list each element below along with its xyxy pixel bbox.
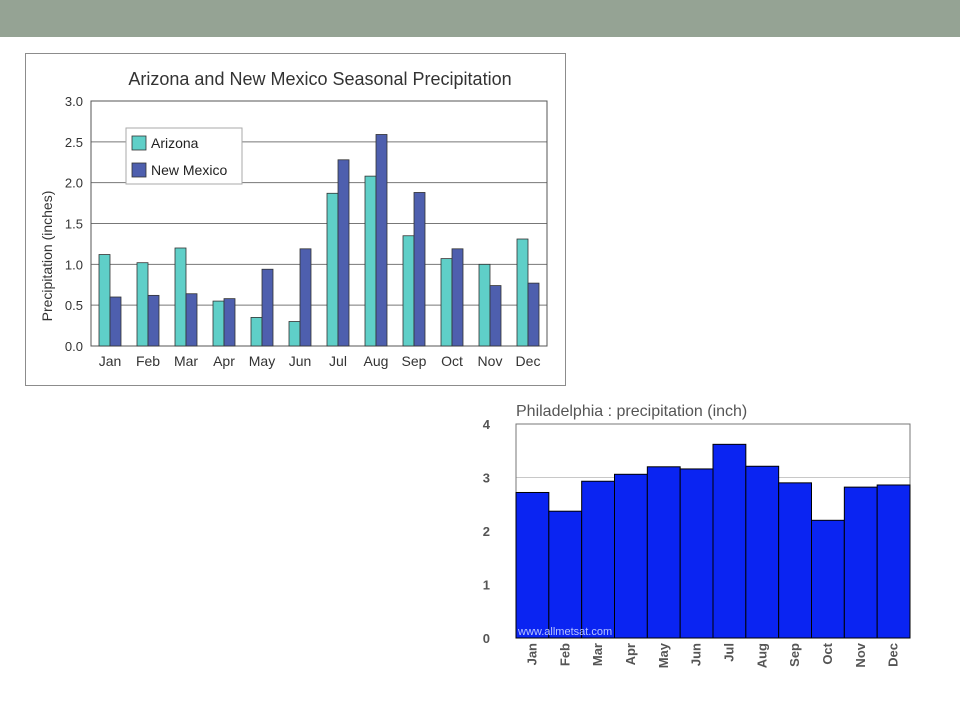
- chart1-y-tick-label: 3.0: [65, 94, 83, 109]
- bar-new-mexico-sep: [413, 192, 426, 347]
- chart2-x-tick-label: Feb: [557, 643, 572, 666]
- chart1-y-tick-label: 0.0: [65, 339, 83, 354]
- bar-new-mexico-oct: [451, 248, 464, 347]
- bar-philadelphia-aug: [745, 465, 780, 639]
- legend-swatch-arizona: [131, 135, 147, 151]
- bar-new-mexico-jul: [337, 159, 350, 347]
- chart1-x-tick-label: Feb: [136, 353, 160, 369]
- chart1-x-tick-label: Mar: [174, 353, 198, 369]
- chart2-x-tick-label: Jul: [721, 643, 736, 662]
- chart1-title: Arizona and New Mexico Seasonal Precipit…: [128, 69, 511, 89]
- arizona-new-mexico-chart-svg: Arizona and New Mexico Seasonal Precipit…: [39, 69, 548, 369]
- bar-arizona-feb: [136, 262, 149, 347]
- chart2-x-tick-label: Oct: [820, 642, 835, 664]
- chart1-x-tick-label: Jun: [289, 353, 312, 369]
- bar-philadelphia-feb: [548, 510, 583, 639]
- chart1-y-tick-label: 2.5: [65, 135, 83, 150]
- bar-new-mexico-aug: [375, 134, 388, 347]
- chart1-x-tick-label: Jul: [329, 353, 347, 369]
- bar-philadelphia-apr: [614, 473, 648, 639]
- bar-new-mexico-jun: [299, 248, 312, 347]
- bar-new-mexico-jan: [109, 296, 122, 347]
- bar-arizona-jun: [288, 321, 301, 347]
- chart2-title: Philadelphia : precipitation (inch): [516, 403, 747, 420]
- bar-new-mexico-dec: [527, 282, 540, 347]
- bar-philadelphia-oct: [811, 519, 845, 639]
- chart1-x-tick-label: May: [249, 353, 275, 369]
- chart2-x-tick-label: Nov: [853, 642, 868, 667]
- philadelphia-chart-svg: Philadelphia : precipitation (inch) 0 1 2 3…: [483, 403, 911, 668]
- bar-arizona-nov: [478, 263, 491, 347]
- bar-new-mexico-may: [261, 268, 274, 347]
- legend-label-new-mexico: New Mexico: [151, 162, 227, 178]
- legend-label-arizona: Arizona: [151, 135, 199, 151]
- bar-new-mexico-apr: [223, 298, 236, 347]
- bar-arizona-oct: [440, 258, 453, 347]
- bar-philadelphia-jun: [679, 468, 714, 639]
- chart2-x-tick-label: Aug: [754, 643, 769, 668]
- bar-arizona-aug: [364, 175, 377, 347]
- chart2-y-tick-label: 3: [483, 471, 490, 486]
- bar-arizona-apr: [212, 300, 225, 347]
- chart2-x-tick-label: May: [656, 642, 671, 668]
- legend-swatch-new-mexico: [131, 162, 147, 178]
- bar-new-mexico-mar: [185, 293, 198, 347]
- chart2-x-tick-label: Apr: [623, 643, 638, 665]
- chart1-legend: Arizona New Mexico: [125, 127, 243, 185]
- bar-arizona-mar: [174, 247, 187, 347]
- chart1-x-tick-label: Dec: [516, 353, 541, 369]
- bar-philadelphia-nov: [843, 486, 878, 639]
- chart1-x-tick-label: Aug: [364, 353, 389, 369]
- bar-philadelphia-jan: [515, 491, 550, 639]
- chart2-x-tick-label: Mar: [590, 643, 605, 666]
- chart2-y-tick-label: 1: [483, 578, 490, 593]
- bar-arizona-jan: [98, 254, 111, 347]
- bar-new-mexico-feb: [147, 294, 160, 347]
- chart1-y-axis-label: Precipitation (inches): [39, 191, 55, 322]
- bar-philadelphia-dec: [876, 484, 911, 639]
- bar-arizona-sep: [402, 235, 415, 347]
- chart1-y-tick-label: 0.5: [65, 298, 83, 313]
- chart2-x-tick-label: Jan: [524, 643, 539, 665]
- chart1-x-tick-label: Oct: [441, 353, 463, 369]
- chart2-watermark: www.allmetsat.com: [517, 626, 612, 638]
- chart1-y-tick-label: 2.0: [65, 176, 83, 191]
- chart2-x-tick-label: Sep: [787, 643, 802, 667]
- bar-new-mexico-nov: [489, 285, 502, 347]
- chart2-y-tick-label: 4: [483, 417, 491, 432]
- chart1-y-tick-label: 1.5: [65, 217, 83, 232]
- chart2-y-tick-label: 0: [483, 631, 490, 646]
- chart2-y-tick-label: 2: [483, 524, 490, 539]
- bar-philadelphia-sep: [778, 482, 812, 639]
- chart1-plot-area: [90, 100, 548, 347]
- bar-philadelphia-may: [646, 466, 681, 639]
- top-bar: [0, 0, 960, 37]
- bar-philadelphia-mar: [581, 480, 615, 639]
- arizona-new-mexico-chart: Arizona and New Mexico Seasonal Precipit…: [25, 53, 566, 386]
- chart1-x-tick-label: Nov: [478, 353, 503, 369]
- bar-arizona-dec: [516, 238, 529, 347]
- chart2-x-tick-label: Jun: [689, 643, 704, 666]
- bar-arizona-may: [250, 317, 263, 347]
- chart2-x-tick-label: Dec: [886, 643, 901, 667]
- bar-philadelphia-jul: [712, 443, 747, 639]
- chart1-y-tick-label: 1.0: [65, 257, 83, 272]
- philadelphia-chart: Philadelphia : precipitation (inch) 0 1 2 3…: [470, 395, 930, 685]
- chart1-x-tick-label: Sep: [402, 353, 427, 369]
- chart1-x-tick-label: Apr: [213, 353, 235, 369]
- chart1-x-tick-label: Jan: [99, 353, 122, 369]
- bar-arizona-jul: [326, 192, 339, 347]
